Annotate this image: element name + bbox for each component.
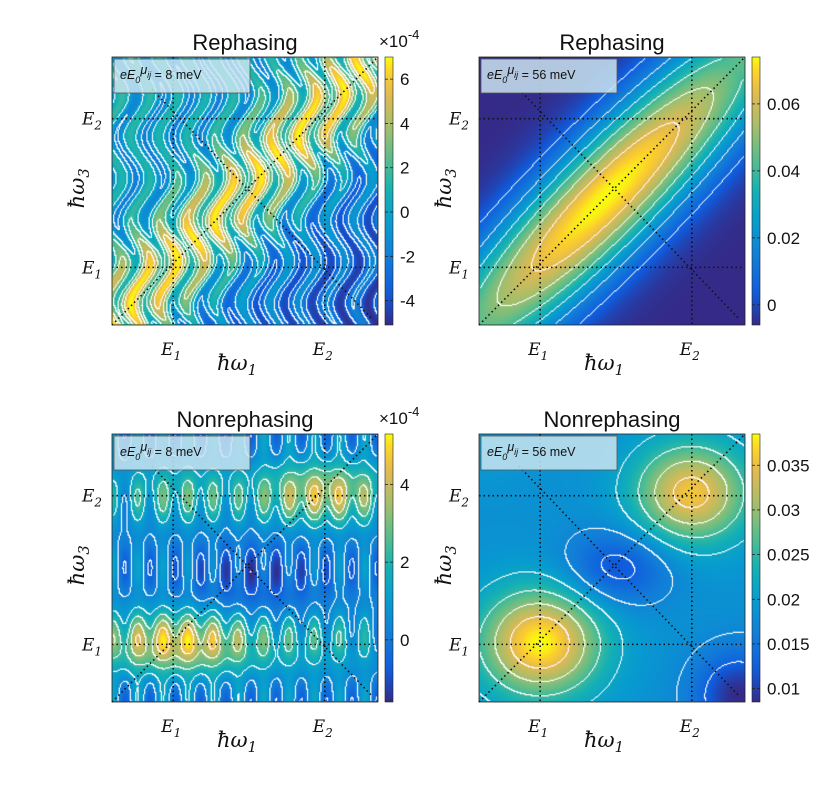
y-tick-label: E2 xyxy=(448,487,469,510)
y-tick-label: E2 xyxy=(81,110,102,133)
annotation-text: eE0μij = 56 meV xyxy=(487,63,576,85)
annotation-text: eE0μij = 56 meV xyxy=(487,440,576,462)
y-tick-label: E2 xyxy=(448,110,469,133)
x-tick-label: E1 xyxy=(527,717,548,740)
annotation-text: eE0μij = 8 meV xyxy=(120,440,202,462)
x-tick-label: E2 xyxy=(679,717,700,740)
x-axis-label: ħω1 xyxy=(217,351,257,379)
annotation-box xyxy=(113,58,251,94)
x-tick-label: E2 xyxy=(312,717,333,740)
chart-title: Nonrephasing xyxy=(177,407,314,432)
axes-frame xyxy=(111,56,379,326)
colorbar-tick-label: 0.035 xyxy=(767,456,810,475)
colorbar-exponent: ×10-4 xyxy=(379,27,419,51)
colorbar-tick-label: -4 xyxy=(400,292,415,311)
annotation-box xyxy=(480,58,618,94)
x-axis-label: ħω1 xyxy=(217,728,257,756)
annotation-text: eE0μij = 8 meV xyxy=(120,63,202,85)
colorbar-tick-label: 0.04 xyxy=(767,162,800,181)
chart-title: Rephasing xyxy=(559,30,664,55)
colorbar-tick-label: 0.06 xyxy=(767,95,800,114)
colorbar-tick-label: 0.015 xyxy=(767,635,810,654)
colorbar-tick-label: 0.01 xyxy=(767,680,800,699)
axes-frame xyxy=(478,433,746,703)
colorbar-tick-label: -2 xyxy=(400,247,415,266)
y-tick-label: E1 xyxy=(81,635,102,658)
colorbar xyxy=(384,56,394,326)
heatmap-image xyxy=(112,57,378,325)
y-tick-label: E1 xyxy=(448,635,469,658)
axes-frame xyxy=(111,433,379,703)
y-axis-label: ħω3 xyxy=(65,168,93,208)
y-tick-label: E1 xyxy=(81,258,102,281)
heatmap-image xyxy=(112,434,378,702)
x-tick-label: E1 xyxy=(160,340,181,363)
colorbar xyxy=(751,433,761,703)
y-tick-label: E1 xyxy=(448,258,469,281)
x-tick-label: E2 xyxy=(312,340,333,363)
x-tick-label: E2 xyxy=(679,340,700,363)
colorbar-tick-label: 2 xyxy=(400,553,409,572)
colorbar-tick-label: 0 xyxy=(400,203,409,222)
chart-panel-1: Rephasing eE0μij = 8 meV E1 E2 E2 E1 ħω1 ħω3 6 4 2… xyxy=(65,27,419,379)
x-axis-label: ħω1 xyxy=(584,728,624,756)
y-axis-label-group: ħω3 xyxy=(65,545,93,585)
y-axis-label: ħω3 xyxy=(432,545,460,585)
colorbar-tick-label: 0.03 xyxy=(767,501,800,520)
anti-diagonal-line xyxy=(151,465,374,698)
colorbar-tick-label: 0 xyxy=(400,631,409,650)
anti-diagonal-line xyxy=(518,465,741,698)
colorbar-exponent: ×10-4 xyxy=(379,404,419,428)
colorbar-tick-label: 6 xyxy=(400,70,409,89)
y-axis-label-group: ħω3 xyxy=(432,168,460,208)
y-axis-label-group: ħω3 xyxy=(65,168,93,208)
colorbar-tick-label: 0 xyxy=(767,296,776,315)
colorbar xyxy=(384,433,394,703)
colorbar-tick-label: 0.02 xyxy=(767,229,800,248)
y-tick-label: E2 xyxy=(81,487,102,510)
y-axis-label: ħω3 xyxy=(432,168,460,208)
colorbar-tick-label: 4 xyxy=(400,114,409,133)
anti-diagonal-line xyxy=(518,88,741,321)
colorbar-tick-label: 0.02 xyxy=(767,590,800,609)
colorbar-tick-label: 0.025 xyxy=(767,546,810,565)
y-axis-label-group: ħω3 xyxy=(432,545,460,585)
chart-panel-3: Nonrephasing eE0μij = 8 meV E1 E2 E2 E1 ħω1 ħω3… xyxy=(65,404,419,756)
chart-panel-4: Nonrephasing eE0μij = 56 meV E1 E2 E2 E1 ħω1 ħω… xyxy=(432,407,810,756)
axes-frame xyxy=(478,56,746,326)
colorbar-tick-label: 2 xyxy=(400,159,409,178)
x-tick-label: E1 xyxy=(160,717,181,740)
chart-title: Nonrephasing xyxy=(544,407,681,432)
x-axis-label: ħω1 xyxy=(584,351,624,379)
anti-diagonal-line xyxy=(151,88,374,321)
annotation-box xyxy=(113,435,251,471)
chart-panel-2: Rephasing eE0μij = 56 meV E1 E2 E2 E1 ħω1 ħω3 0.… xyxy=(432,30,800,379)
heatmap-image xyxy=(479,434,745,702)
annotation-box xyxy=(480,435,618,471)
colorbar-tick-label: 4 xyxy=(400,475,409,494)
chart-title: Rephasing xyxy=(192,30,297,55)
x-tick-label: E1 xyxy=(527,340,548,363)
heatmap-image xyxy=(479,57,745,325)
colorbar xyxy=(751,56,761,326)
y-axis-label: ħω3 xyxy=(65,545,93,585)
